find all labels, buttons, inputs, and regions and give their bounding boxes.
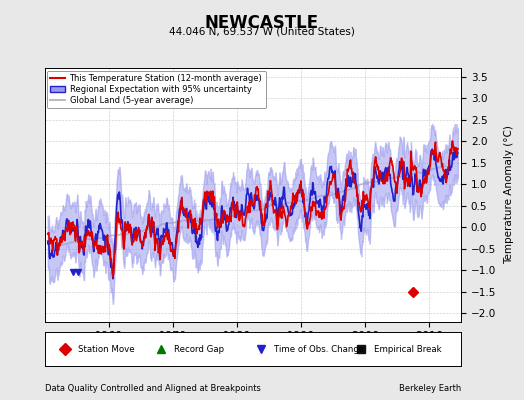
Text: Berkeley Earth: Berkeley Earth <box>399 384 461 393</box>
Text: Data Quality Controlled and Aligned at Breakpoints: Data Quality Controlled and Aligned at B… <box>45 384 260 393</box>
Text: Time of Obs. Change: Time of Obs. Change <box>274 344 364 354</box>
Text: 44.046 N, 69.537 W (United States): 44.046 N, 69.537 W (United States) <box>169 26 355 36</box>
Text: Station Move: Station Move <box>78 344 135 354</box>
Legend: This Temperature Station (12-month average), Regional Expectation with 95% uncer: This Temperature Station (12-month avera… <box>47 70 266 108</box>
Y-axis label: Temperature Anomaly (°C): Temperature Anomaly (°C) <box>505 126 515 264</box>
Text: Record Gap: Record Gap <box>173 344 224 354</box>
Text: NEWCASTLE: NEWCASTLE <box>205 14 319 32</box>
Text: Empirical Break: Empirical Break <box>374 344 441 354</box>
